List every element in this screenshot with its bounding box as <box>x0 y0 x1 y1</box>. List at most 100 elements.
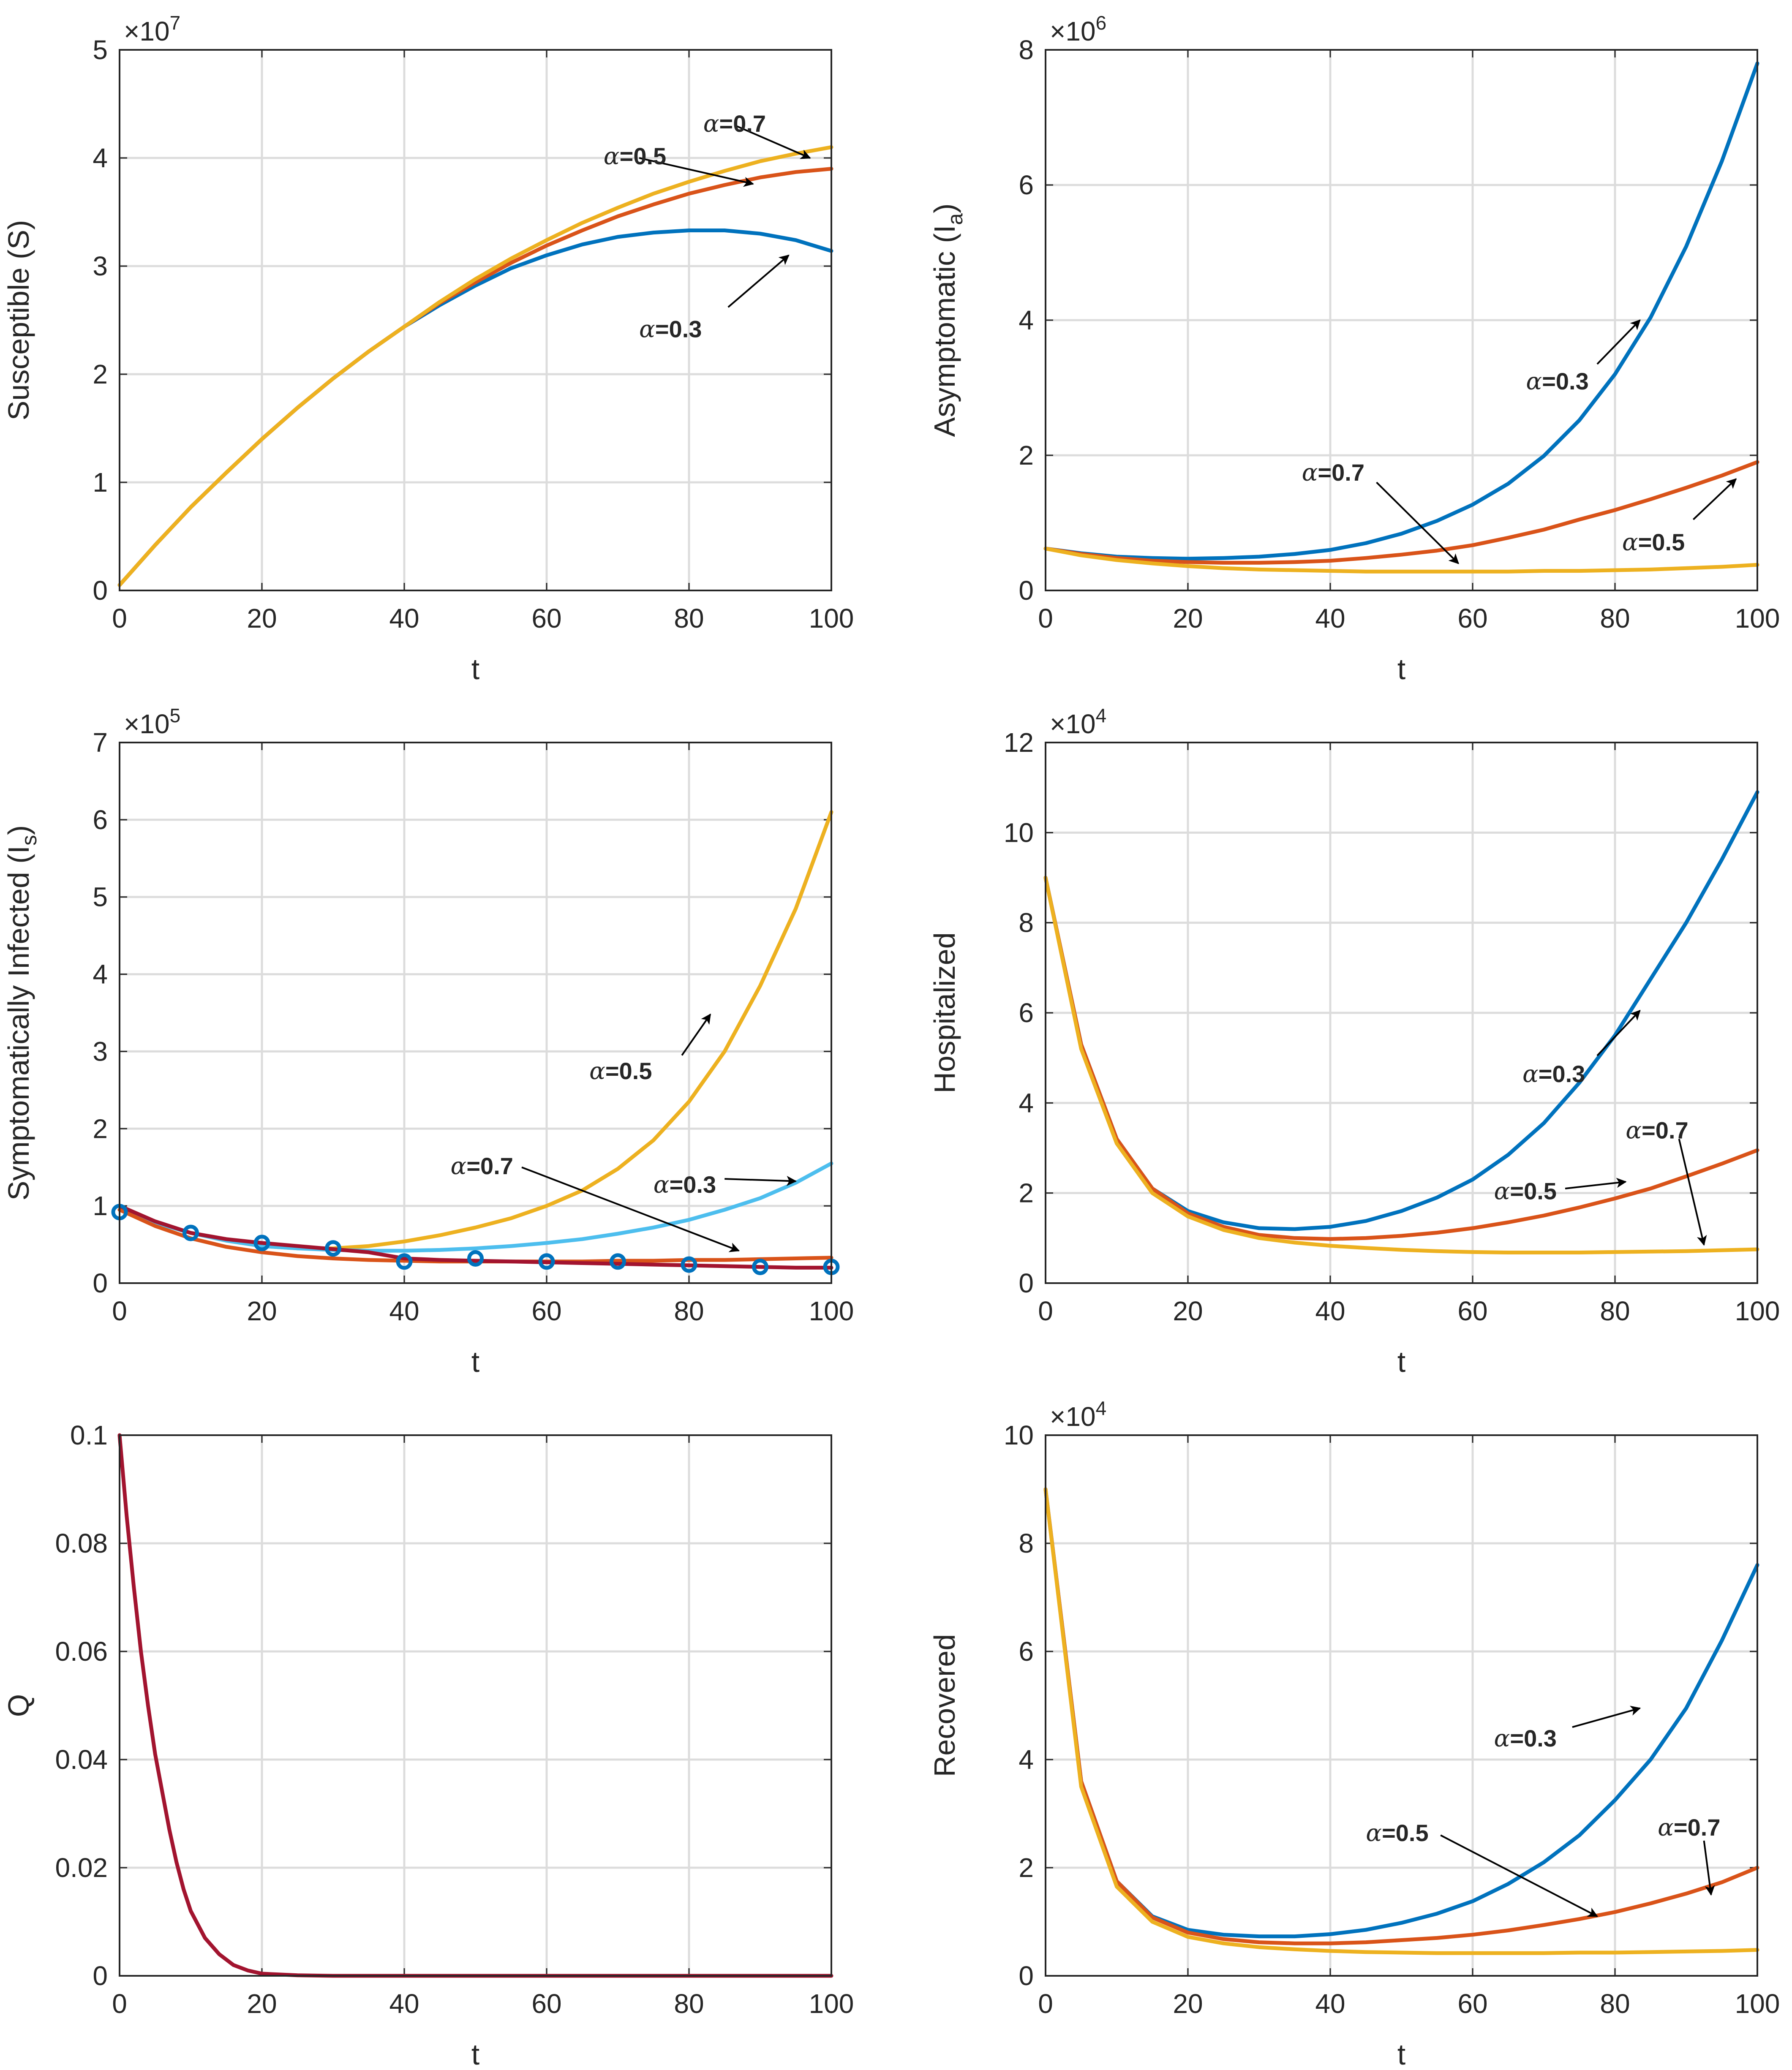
x-tick-label: 20 <box>247 1296 277 1326</box>
y-tick-label: 0 <box>1019 575 1034 606</box>
x-tick-label: 80 <box>1600 603 1630 634</box>
series-line <box>1043 1487 1759 1955</box>
series-line <box>117 1161 833 1253</box>
y-axis-label: Susceptible (S) <box>2 220 35 421</box>
x-tick-label: 40 <box>1315 1988 1345 2019</box>
chart-panel-5: 0 20 40 60 80 100 0 0.02 0.04 0.06 0.08 0.1 t Q <box>2 1420 854 2070</box>
y-tick-label: 4 <box>1019 305 1034 335</box>
annotation-arrow <box>1565 1178 1627 1189</box>
y-tick-label: 8 <box>1019 35 1034 65</box>
axis-exponent-power: 7 <box>170 12 181 34</box>
annotation-label: α=0.3 <box>1494 1725 1557 1752</box>
x-tick-label: 20 <box>247 603 277 634</box>
annotation-value: =0.3 <box>670 1171 716 1198</box>
x-tick-label: 20 <box>1173 1296 1203 1326</box>
data-marker <box>253 1235 270 1251</box>
x-tick-label: 60 <box>531 1988 561 2019</box>
x-tick-label: 40 <box>389 603 419 634</box>
plot-background <box>120 1435 831 1976</box>
y-tick-label: 1 <box>93 1191 108 1221</box>
y-tick-label: 2 <box>93 359 108 389</box>
data-marker <box>467 1250 484 1267</box>
y-tick-label: 7 <box>93 727 108 758</box>
x-tick-label: 80 <box>674 1988 704 2019</box>
axes-box <box>1045 742 1758 1284</box>
x-tick-label: 60 <box>1457 1988 1487 2019</box>
y-tick-label: 0.1 <box>70 1420 108 1450</box>
y-tick-label: 0 <box>93 1961 108 1991</box>
y-tick-label: 12 <box>1004 727 1034 758</box>
annotation-label: α=0.7 <box>1626 1117 1688 1144</box>
y-tick-label: 0 <box>93 1268 108 1298</box>
y-axis-label: Hospitalized <box>928 932 961 1093</box>
x-axis-label: t <box>471 1345 479 1378</box>
annotation-symbol: α <box>1366 1820 1382 1847</box>
y-axis-label-close: ) <box>928 204 961 213</box>
y-tick-label: 4 <box>1019 1744 1034 1775</box>
annotation-arrow <box>1572 1706 1641 1728</box>
annotation-value: =0.5 <box>1382 1820 1429 1846</box>
annotation-label: α=0.7 <box>1658 1814 1720 1842</box>
x-tick-label: 20 <box>1173 1988 1203 2019</box>
annotation-label: α=0.7 <box>451 1153 513 1180</box>
series-line <box>1043 876 1759 1241</box>
x-tick-label: 80 <box>674 603 704 634</box>
x-tick-label: 100 <box>809 1296 854 1326</box>
y-tick-label: 2 <box>1019 1178 1034 1208</box>
x-axis-label: t <box>1397 653 1405 685</box>
y-axis-label-text: Hospitalized <box>928 932 961 1093</box>
annotation-symbol: α <box>1494 1725 1510 1752</box>
annotation-arrow <box>1596 1009 1641 1056</box>
y-tick-label: 5 <box>93 35 108 65</box>
x-tick-label: 20 <box>1173 603 1203 634</box>
y-axis-label-subscript: s <box>17 835 41 846</box>
x-tick-label: 80 <box>674 1296 704 1326</box>
y-tick-label: 6 <box>93 805 108 835</box>
annotation-arrow <box>1596 319 1641 365</box>
series-line <box>1043 1487 1759 1945</box>
x-tick-label: 100 <box>809 1988 854 2019</box>
y-axis-label-text: Recovered <box>928 1634 961 1777</box>
y-tick-label: 10 <box>1004 1420 1034 1450</box>
y-axis-label-close: ) <box>2 825 35 835</box>
annotation-arrow <box>735 125 811 159</box>
annotation-value: =0.7 <box>1318 459 1364 486</box>
y-tick-label: 4 <box>93 143 108 173</box>
annotation-arrow <box>1703 1840 1715 1896</box>
annotation-symbol: α <box>1522 1061 1539 1088</box>
x-tick-label: 100 <box>1735 1988 1780 2019</box>
data-marker <box>610 1253 626 1270</box>
y-axis-label: Asymptomatic (Ia) <box>928 204 967 437</box>
x-tick-label: 60 <box>1457 603 1487 634</box>
data-marker <box>752 1259 768 1276</box>
axis-exponent-power: 4 <box>1096 705 1107 726</box>
annotation-value: =0.5 <box>620 143 667 169</box>
annotation-label: α=0.3 <box>1526 368 1588 395</box>
x-axis-label: t <box>471 2038 479 2070</box>
y-tick-label: 2 <box>93 1113 108 1144</box>
y-tick-label: 5 <box>93 882 108 912</box>
x-tick-label: 40 <box>1315 603 1345 634</box>
annotation-value: =0.5 <box>1510 1178 1557 1204</box>
x-tick-label: 80 <box>1600 1296 1630 1326</box>
data-marker <box>182 1224 199 1241</box>
annotation-arrow <box>681 1013 711 1056</box>
annotation-value: =0.3 <box>1510 1725 1557 1752</box>
series-line <box>117 1204 833 1270</box>
y-tick-label: 4 <box>93 959 108 990</box>
annotation-arrow <box>724 1175 797 1186</box>
axis-exponent-power: 6 <box>1096 12 1107 34</box>
y-axis-label: Recovered <box>928 1634 961 1777</box>
x-axis-label: t <box>1397 2038 1405 2070</box>
axis-exponent: ×104 <box>1050 705 1106 739</box>
annotation-value: =0.7 <box>1674 1814 1721 1841</box>
x-tick-label: 0 <box>112 1988 127 2019</box>
y-tick-label: 8 <box>1019 908 1034 938</box>
y-tick-label: 6 <box>1019 1636 1034 1667</box>
annotation-symbol: α <box>1302 459 1318 487</box>
y-tick-label: 3 <box>93 251 108 281</box>
x-axis-label: t <box>471 653 479 685</box>
annotation-symbol: α <box>589 1058 605 1085</box>
